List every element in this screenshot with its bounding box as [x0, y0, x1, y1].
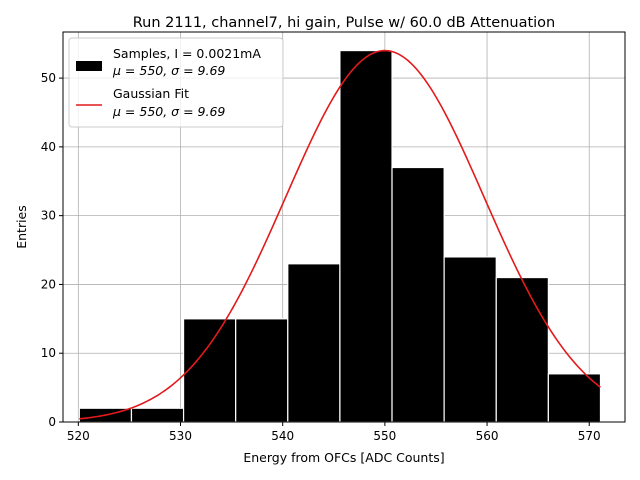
y-tick-label: 50: [41, 71, 56, 85]
legend-samples-label: Samples, I = 0.0021mA: [113, 46, 261, 61]
legend-fit-label: Gaussian Fit: [113, 86, 189, 101]
legend-box: [68, 37, 284, 128]
x-tick-label: 550: [373, 429, 396, 443]
histogram-bar: [287, 263, 341, 423]
y-axis-label: Entries: [14, 205, 29, 249]
histogram-bar: [495, 276, 549, 423]
y-axis-ticks: 0 10 20 30 40 50: [41, 71, 63, 429]
histogram-bar: [339, 49, 393, 423]
x-axis-label: Energy from OFCs [ADC Counts]: [243, 450, 444, 465]
y-tick-label: 0: [48, 415, 56, 429]
histogram-bar: [547, 373, 602, 423]
legend: Samples, I = 0.0021mA μ = 550, σ = 9.69 …: [68, 37, 284, 128]
x-tick-label: 570: [578, 429, 601, 443]
x-axis-ticks: 520 530 540 550 560 570: [67, 422, 601, 443]
x-tick-label: 560: [476, 429, 499, 443]
gaussian-fit-curve: [79, 49, 601, 420]
y-tick-label: 20: [41, 277, 56, 291]
x-tick-label: 530: [169, 429, 192, 443]
histogram-bar: [443, 256, 497, 423]
x-tick-label: 540: [271, 429, 294, 443]
y-tick-label: 30: [41, 209, 56, 223]
legend-samples-swatch: [76, 61, 102, 71]
x-tick-label: 520: [67, 429, 90, 443]
plot-frame: [62, 31, 626, 423]
legend-samples-params: μ = 550, σ = 9.69: [112, 63, 225, 78]
histogram-bar: [130, 407, 185, 423]
histogram-bar: [391, 166, 445, 423]
y-tick-label: 40: [41, 140, 56, 154]
chart-title: Run 2111, channel7, hi gain, Pulse w/ 60…: [133, 15, 556, 31]
histogram-bar: [182, 318, 237, 423]
histogram-bars: [78, 49, 602, 423]
y-tick-label: 10: [41, 346, 56, 360]
histogram-bar: [235, 318, 289, 423]
legend-fit-params: μ = 550, σ = 9.69: [112, 104, 225, 119]
